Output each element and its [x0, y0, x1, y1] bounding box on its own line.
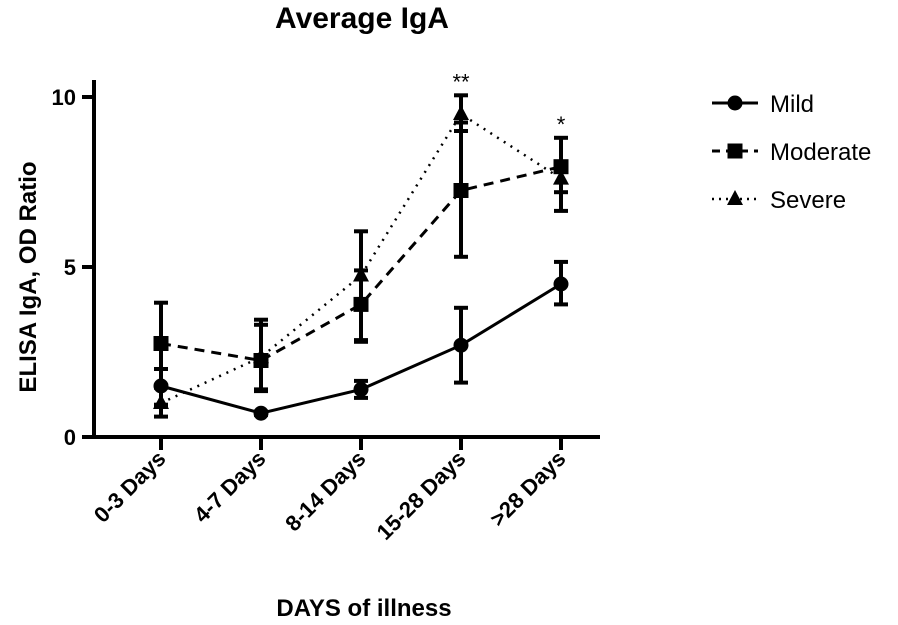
- legend-marker-mild: [727, 95, 743, 111]
- y-axis-label: ELISA IgA, OD Ratio: [15, 161, 42, 392]
- x-tick-label-4: >28 Days: [485, 446, 571, 532]
- data-point-severe-3: [453, 105, 469, 120]
- x-tick-label-2: 8-14 Days: [280, 446, 370, 536]
- legend-label-severe: Severe: [770, 187, 846, 214]
- data-point-mild-3: [453, 337, 469, 353]
- x-tick-label-3: 15-28 Days: [372, 446, 471, 545]
- data-point-moderate-0: [153, 336, 169, 351]
- x-tick-label-1: 4-7 Days: [189, 446, 271, 528]
- data-point-mild-2: [353, 381, 369, 397]
- legend-label-mild: Mild: [770, 91, 814, 118]
- data-point-moderate-2: [353, 296, 369, 312]
- y-tick-label-2: 10: [52, 85, 76, 110]
- y-tick-label-0: 0: [64, 425, 76, 450]
- data-point-severe-1: [253, 348, 269, 364]
- x-tick-label-0: 0-3 Days: [89, 446, 171, 528]
- data-point-severe-0: [153, 394, 169, 409]
- legend-marker-severe: [727, 190, 743, 205]
- chart-title: Average IgA: [275, 2, 449, 35]
- data-point-mild-1: [253, 405, 269, 421]
- data-point-moderate-3: [453, 183, 469, 198]
- x-axis-label: DAYS of illness: [276, 595, 451, 622]
- significance-annotation-0: **: [452, 69, 470, 94]
- data-point-mild-4: [553, 276, 569, 292]
- data-point-mild-0: [153, 378, 169, 394]
- series-line-severe: [160, 112, 562, 405]
- legend-label-moderate: Moderate: [770, 139, 871, 166]
- legend-marker-moderate: [727, 143, 743, 159]
- data-point-moderate-4: [553, 159, 569, 175]
- y-tick-label-1: 5: [64, 255, 76, 280]
- data-point-severe-4: [553, 169, 569, 185]
- data-point-severe-2: [353, 266, 369, 282]
- significance-annotation-1: *: [557, 112, 566, 137]
